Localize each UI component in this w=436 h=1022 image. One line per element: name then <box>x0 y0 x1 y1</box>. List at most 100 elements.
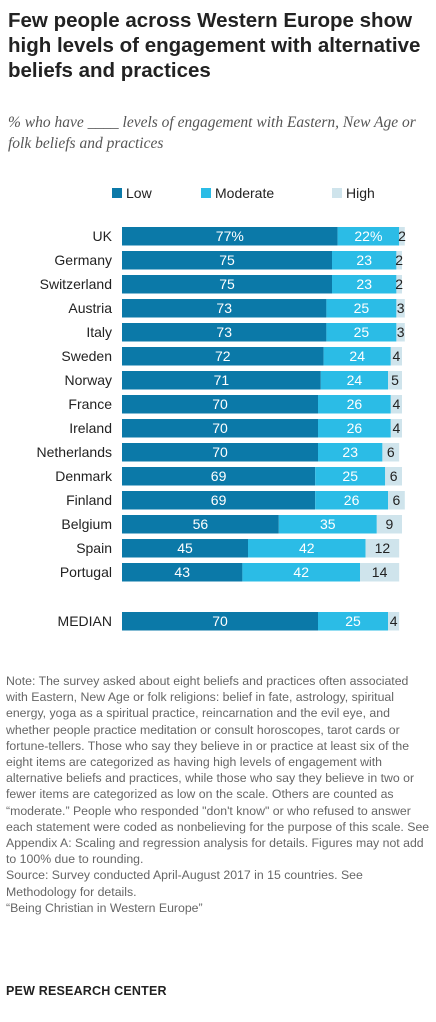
data-label-high-italy: 3 <box>397 324 405 340</box>
data-label-high-portugal: 14 <box>372 564 388 580</box>
bar-low-austria <box>122 299 327 318</box>
note-text: Note: The survey asked about eight belie… <box>6 674 430 867</box>
data-label-low-median: 70 <box>212 613 228 629</box>
legend-swatch-high <box>332 188 342 198</box>
category-label-uk: UK <box>93 228 113 244</box>
data-label-moderate-spain: 42 <box>299 540 315 556</box>
data-label-low-austria: 73 <box>216 300 232 316</box>
data-label-low-italy: 73 <box>216 324 232 340</box>
data-label-high-median: 4 <box>390 613 398 629</box>
data-label-high-spain: 12 <box>375 540 391 556</box>
data-label-low-belgium: 56 <box>193 516 209 532</box>
bar-high-ireland <box>390 419 402 438</box>
bar-moderate-portugal <box>242 563 360 582</box>
data-label-high-germany: 2 <box>395 252 403 268</box>
data-label-low-denmark: 69 <box>211 468 227 484</box>
data-label-high-france: 4 <box>393 396 401 412</box>
bar-low-ireland <box>122 419 318 438</box>
data-label-moderate-italy: 25 <box>354 324 370 340</box>
bar-high-uk <box>399 227 405 246</box>
bar-moderate-ireland <box>318 419 391 438</box>
bar-high-median <box>388 612 400 631</box>
bar-moderate-uk <box>337 227 400 246</box>
bar-high-germany <box>396 251 402 270</box>
bar-high-norway <box>388 371 402 390</box>
data-label-low-finland: 69 <box>211 492 227 508</box>
category-label-norway: Norway <box>65 372 112 388</box>
data-label-high-netherlands: 6 <box>387 444 395 460</box>
bar-moderate-switzerland <box>332 275 397 294</box>
stacked-bar-chart: Low Moderate High UK 77% 22% 2 Germany 75 23 2 Swit… <box>37 185 406 631</box>
bar-high-belgium <box>376 515 402 534</box>
category-label-ireland: Ireland <box>69 420 112 436</box>
bar-low-finland <box>122 491 316 510</box>
data-label-low-switzerland: 75 <box>219 276 235 292</box>
data-label-moderate-finland: 26 <box>344 492 360 508</box>
bar-high-denmark <box>385 467 402 486</box>
data-label-high-norway: 5 <box>391 372 399 388</box>
chart-title: Few people across Western Europe show hi… <box>8 9 421 82</box>
data-label-low-uk: 77% <box>216 228 244 244</box>
data-label-moderate-belgium: 35 <box>320 516 336 532</box>
bar-high-netherlands <box>382 443 400 462</box>
data-label-moderate-norway: 24 <box>347 372 363 388</box>
data-label-high-finland: 6 <box>393 492 401 508</box>
data-label-high-denmark: 6 <box>390 468 398 484</box>
bar-high-italy <box>396 323 405 342</box>
data-label-moderate-ireland: 26 <box>347 420 363 436</box>
data-label-high-belgium: 9 <box>386 516 394 532</box>
bar-moderate-median <box>318 612 388 631</box>
data-label-moderate-median: 25 <box>345 613 361 629</box>
legend-label-moderate: Moderate <box>215 185 274 201</box>
category-label-median: MEDIAN <box>58 613 112 629</box>
bar-low-italy <box>122 323 327 342</box>
data-label-moderate-netherlands: 23 <box>342 444 358 460</box>
bar-low-median <box>122 612 318 631</box>
legend-label-low: Low <box>126 185 153 201</box>
legend-swatch-moderate <box>201 188 211 198</box>
data-label-moderate-uk: 22% <box>354 228 382 244</box>
chart-subtitle: % who have ____ levels of engagement wit… <box>8 114 416 152</box>
bar-moderate-germany <box>332 251 397 270</box>
data-label-moderate-sweden: 24 <box>349 348 365 364</box>
bar-low-switzerland <box>122 275 332 294</box>
category-label-spain: Spain <box>76 540 112 556</box>
bar-moderate-sweden <box>323 347 391 366</box>
category-label-netherlands: Netherlands <box>37 444 113 460</box>
category-label-portugal: Portugal <box>60 564 112 580</box>
data-label-low-netherlands: 70 <box>212 444 228 460</box>
bar-moderate-netherlands <box>318 443 383 462</box>
bar-low-uk <box>122 227 338 246</box>
category-label-denmark: Denmark <box>55 468 113 484</box>
data-label-low-france: 70 <box>212 396 228 412</box>
category-label-sweden: Sweden <box>61 348 112 364</box>
category-label-switzerland: Switzerland <box>40 276 112 292</box>
category-label-italy: Italy <box>86 324 112 340</box>
data-label-high-sweden: 4 <box>393 348 401 364</box>
data-label-high-austria: 3 <box>397 300 405 316</box>
data-label-moderate-germany: 23 <box>356 252 372 268</box>
bar-moderate-france <box>318 395 391 414</box>
bar-low-sweden <box>122 347 324 366</box>
bar-high-switzerland <box>396 275 402 294</box>
legend-label-high: High <box>346 185 375 201</box>
report-title: “Being Christian in Western Europe” <box>6 900 203 915</box>
data-label-high-switzerland: 2 <box>395 276 403 292</box>
bar-moderate-austria <box>326 299 397 318</box>
legend-swatch-low <box>112 188 122 198</box>
bar-high-finland <box>388 491 405 510</box>
bar-moderate-denmark <box>315 467 386 486</box>
category-label-germany: Germany <box>54 252 112 268</box>
bar-low-denmark <box>122 467 316 486</box>
chart-notes: Note: The survey asked about eight belie… <box>6 673 430 916</box>
category-label-austria: Austria <box>68 300 112 316</box>
bar-moderate-spain <box>248 539 366 558</box>
bar-high-austria <box>396 299 405 318</box>
bar-low-norway <box>122 371 321 390</box>
bar-moderate-norway <box>320 371 388 390</box>
bar-moderate-belgium <box>278 515 377 534</box>
data-label-low-portugal: 43 <box>174 564 190 580</box>
data-label-high-ireland: 4 <box>393 420 401 436</box>
bar-moderate-italy <box>326 323 397 342</box>
bar-high-france <box>390 395 402 414</box>
